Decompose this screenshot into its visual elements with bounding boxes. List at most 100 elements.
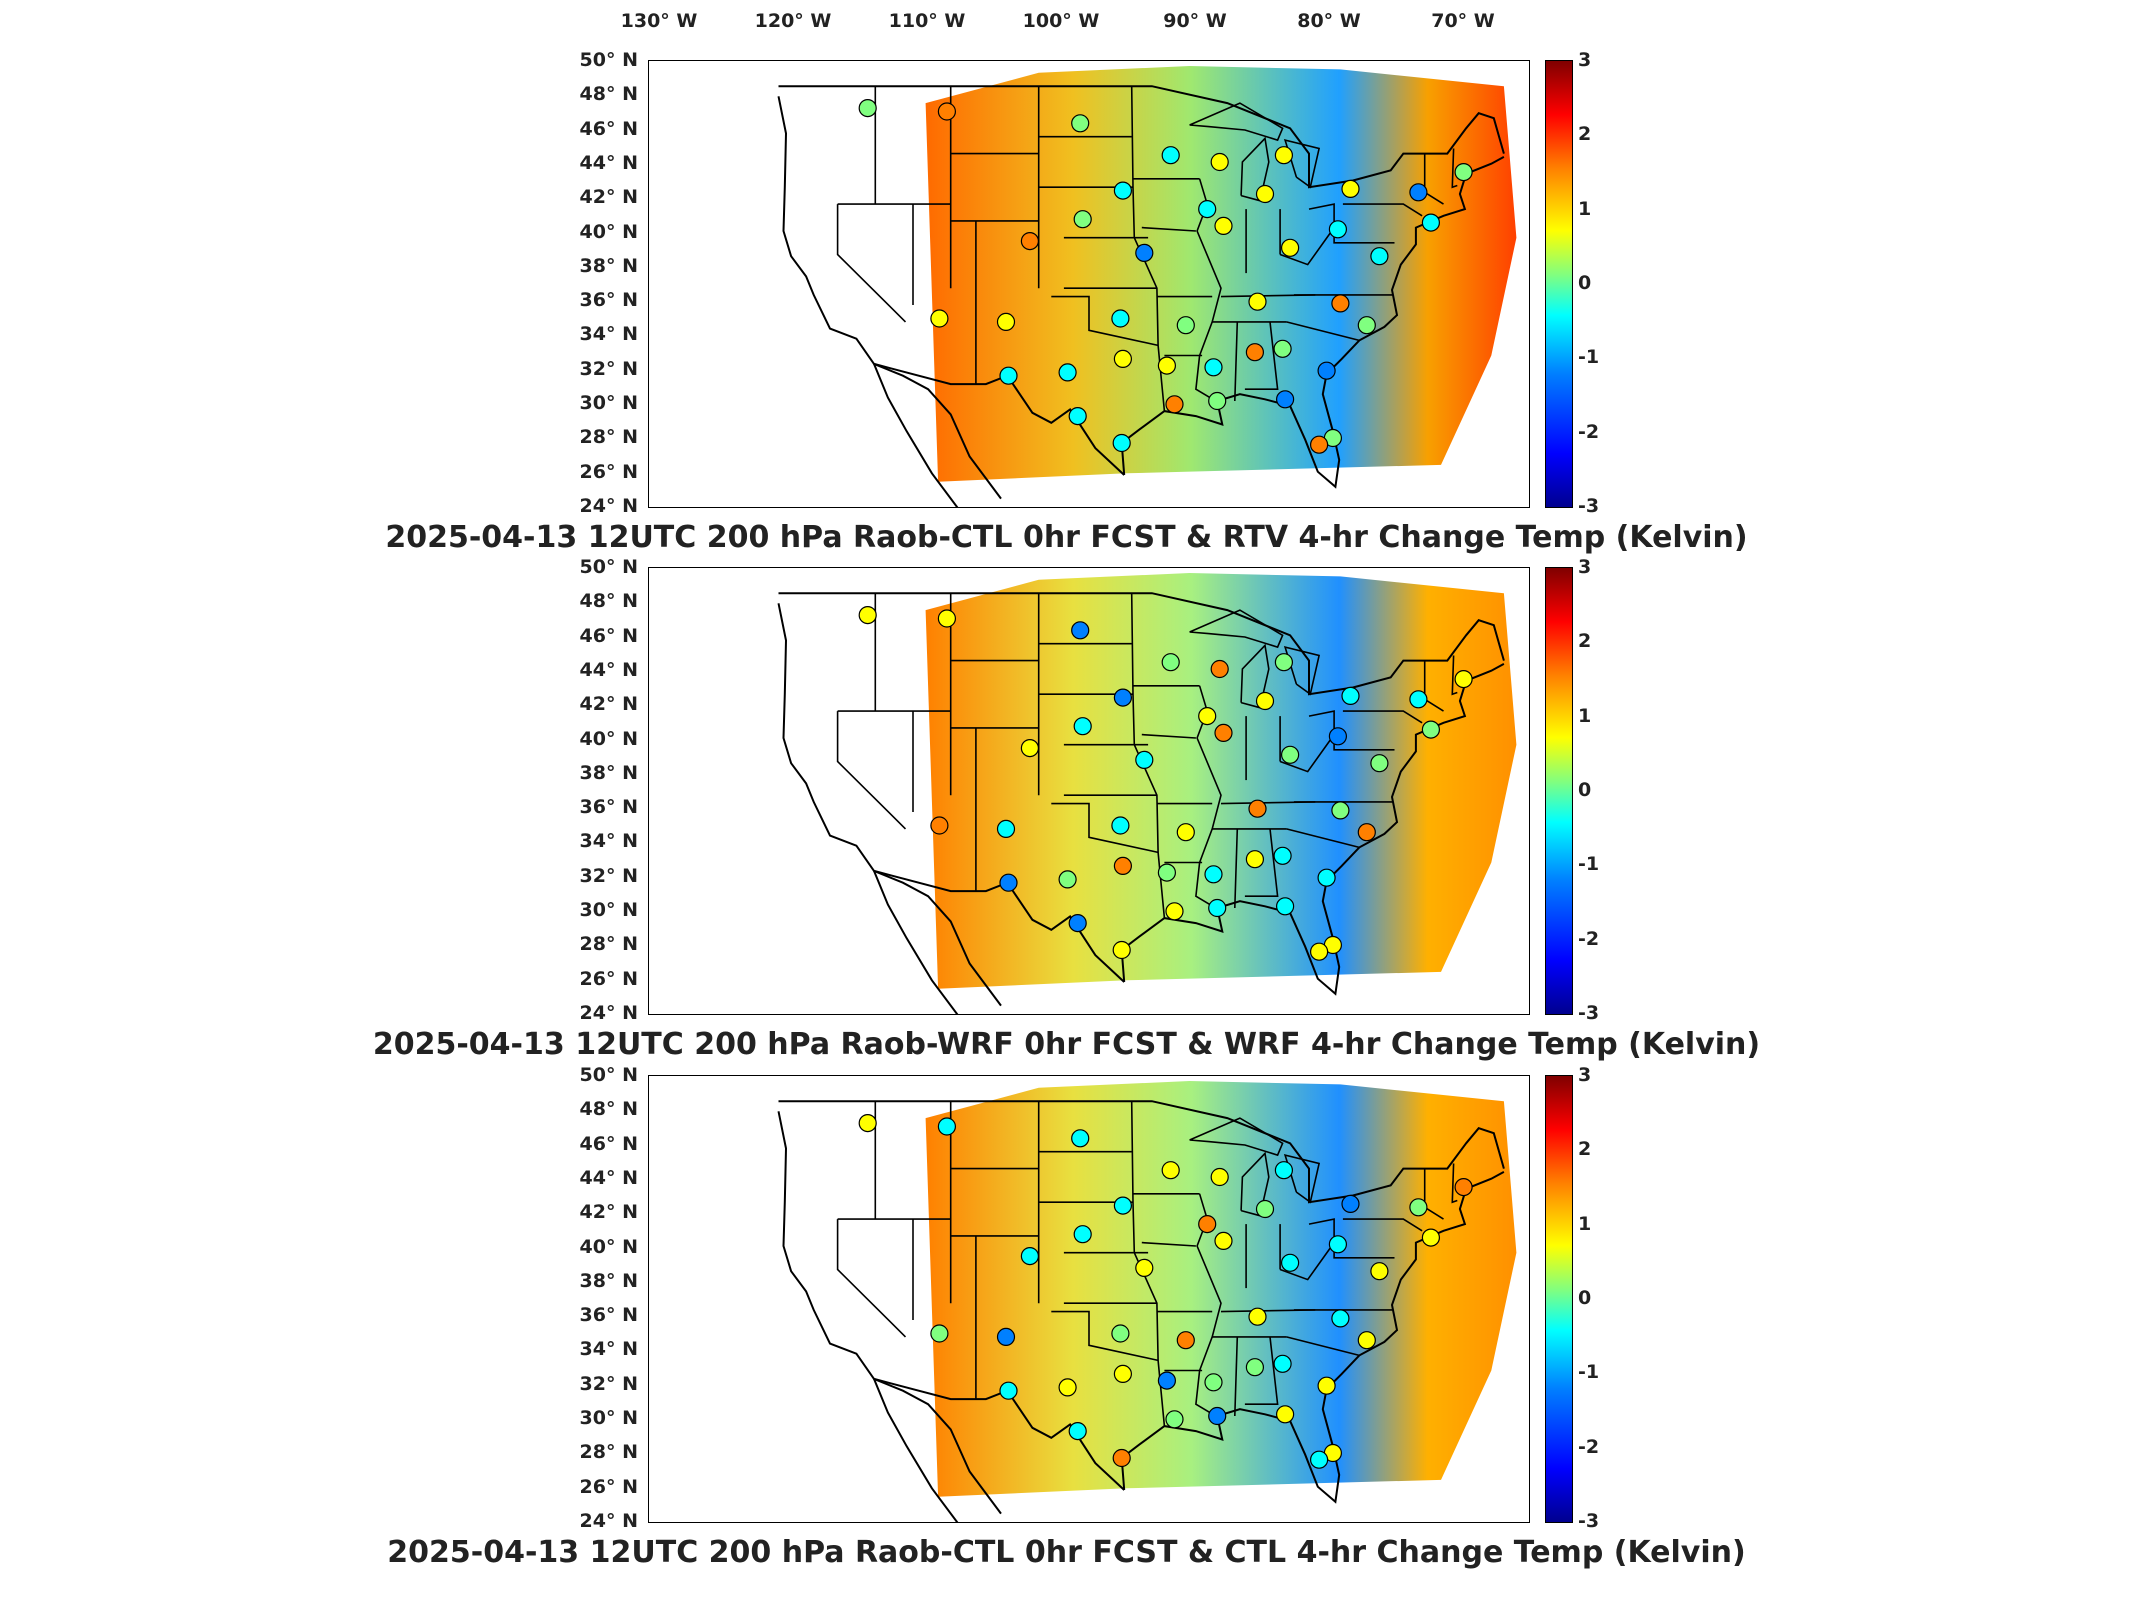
raob-station: [1421, 213, 1441, 232]
raob-station: [1341, 686, 1360, 706]
colorbar-tick: 3: [1578, 1064, 1592, 1086]
lat-label: 48° N: [579, 1098, 638, 1121]
raob-station: [1176, 823, 1195, 842]
raob-station: [1274, 1161, 1294, 1180]
panel-title: 2025-04-13 12UTC 200 hPa Raob-CTL 0hr FC…: [387, 1535, 1746, 1570]
colorbar-tick: -2: [1578, 1435, 1600, 1458]
state-border: [1130, 86, 1166, 412]
colorbar-tick: 0: [1578, 779, 1592, 801]
map-panel-1: 50° N 48° N 46° N 44° N 42° N 40° N 38° N 36° N…: [0, 0, 2133, 560]
raob-station: [1274, 146, 1294, 165]
lat-label: 34° N: [579, 323, 638, 346]
state-border: [1141, 1241, 1196, 1247]
temperature-map: [648, 60, 1530, 508]
state-border: [1220, 294, 1316, 298]
colorbar-tick: -1: [1578, 853, 1600, 876]
raob-station: [1454, 669, 1473, 689]
raob-station: [1020, 739, 1039, 758]
raob-station: [1068, 1422, 1087, 1441]
raob-station: [937, 609, 956, 628]
raob-station: [999, 873, 1018, 892]
state-border: [1141, 226, 1196, 232]
lat-label: 38° N: [579, 761, 638, 784]
coastline: [873, 363, 959, 507]
raob-station: [1058, 870, 1077, 889]
lat-label: 42° N: [579, 1201, 638, 1224]
lat-label: 36° N: [579, 289, 638, 312]
lon-label: 110° W: [888, 10, 966, 32]
raob-station: [1157, 1371, 1177, 1390]
raob-station: [1208, 391, 1227, 411]
lat-label: 28° N: [579, 426, 638, 449]
colorbar-tick: 1: [1578, 197, 1592, 220]
state-border: [836, 711, 907, 830]
lon-label: 80° W: [1297, 10, 1361, 32]
state-border: [1342, 203, 1423, 217]
raob-station: [1071, 114, 1090, 133]
map-panel-2: 50° N 48° N 46° N 44° N 42° N 40° N 38° N 36° N…: [373, 556, 1760, 1062]
raob-station: [1245, 1358, 1265, 1377]
raob-station: [1113, 181, 1132, 200]
colorbar-tick: -1: [1578, 1361, 1600, 1384]
raob-station: [1176, 316, 1195, 335]
lat-label: 40° N: [579, 220, 638, 243]
state-border: [1342, 710, 1423, 724]
raob-station: [1058, 363, 1077, 382]
lake-outline: [1240, 136, 1270, 202]
lat-label: 36° N: [579, 796, 638, 819]
raob-station: [1113, 349, 1132, 368]
raob-station: [1165, 1410, 1184, 1429]
state-border: [1451, 148, 1458, 189]
map-canvas: [777, 66, 1517, 507]
panel-title: 2025-04-13 12UTC 200 hPa Raob-CTL 0hr FC…: [385, 520, 1748, 555]
raob-station: [1370, 247, 1389, 266]
raob-station: [1454, 162, 1473, 182]
border: [873, 1377, 1125, 1491]
raob-station: [1275, 390, 1295, 409]
lat-label: 46° N: [579, 1132, 638, 1155]
raob-station: [1317, 868, 1336, 887]
colorbar-tick: 2: [1578, 630, 1592, 653]
lat-label: 42° N: [579, 186, 638, 209]
raob-station: [1370, 1262, 1389, 1281]
raob-station: [1113, 1196, 1132, 1215]
state-border: [836, 204, 907, 323]
raob-station: [1208, 898, 1227, 918]
raob-station: [930, 816, 949, 835]
raob-station: [1309, 942, 1329, 961]
state-border: [1279, 1242, 1335, 1281]
raob-station: [1204, 1373, 1223, 1392]
raob-station: [1341, 1194, 1360, 1214]
state-border: [1342, 1218, 1423, 1232]
lake-outline: [1189, 102, 1284, 142]
raob-station: [1341, 179, 1360, 199]
lat-label: 42° N: [579, 693, 638, 716]
lon-label: 90° W: [1163, 10, 1227, 32]
raob-station: [1214, 1231, 1233, 1250]
raob-station: [1273, 1354, 1292, 1373]
state-border: [1451, 1163, 1458, 1204]
lake-outline: [1189, 609, 1284, 649]
raob-station: [1245, 343, 1265, 362]
state-border: [1279, 227, 1335, 266]
raob-station: [1274, 653, 1294, 672]
lon-label: 120° W: [754, 10, 832, 32]
raob-station: [858, 605, 877, 625]
raob-station: [1248, 292, 1267, 311]
raob-station: [1204, 865, 1223, 884]
raob-station: [1068, 407, 1087, 426]
lon-label: 130° W: [620, 10, 698, 32]
colorbar-tick: 2: [1578, 1138, 1592, 1161]
lat-label: 26° N: [579, 1475, 638, 1498]
raob-station: [937, 102, 956, 121]
raob-station: [1328, 220, 1348, 239]
raob-station: [1409, 1198, 1428, 1217]
lat-label: 30° N: [579, 1407, 638, 1430]
raob-station: [858, 1113, 877, 1133]
raob-station: [1112, 1448, 1131, 1468]
coastline: [873, 1378, 959, 1522]
raob-station: [1112, 433, 1131, 453]
lake-outline: [1240, 643, 1270, 709]
state-border: [1244, 321, 1279, 390]
